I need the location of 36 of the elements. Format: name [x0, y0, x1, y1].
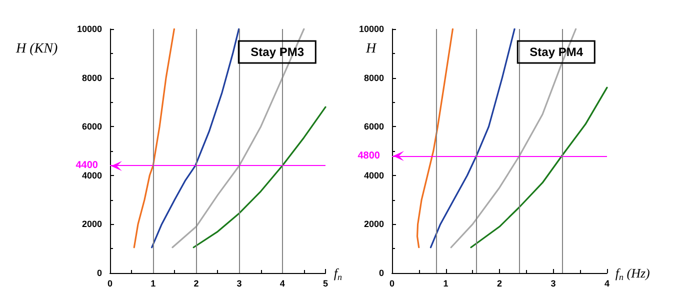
x-tick-label: 2 [496, 278, 502, 288]
y-tick-label: 2000 [82, 219, 102, 230]
x-tick-label: 1 [443, 278, 448, 288]
y-axis-title: H (KN) [15, 42, 58, 56]
line-series [430, 28, 516, 248]
y-tick-label: 10000 [358, 24, 384, 34]
x-tick-label: 0 [389, 278, 395, 288]
y-tick-label: 4000 [364, 170, 384, 180]
x-tick-label: 3 [550, 278, 556, 288]
text: Stay PM4 [530, 45, 584, 59]
x-tick-label: 5 [322, 278, 328, 288]
line-series [133, 28, 176, 248]
y-tick-label: 2000 [364, 219, 384, 230]
x-tick-label: 1 [150, 278, 156, 288]
x-tick-label: 4 [604, 278, 610, 288]
ref-line-label: 4400 [76, 160, 98, 172]
line-series [172, 28, 305, 248]
y-tick-label: 0 [96, 268, 102, 278]
x-tick-label: 0 [107, 278, 113, 288]
y-axis-title: H [365, 42, 377, 56]
y-tick-label: 8000 [82, 72, 102, 83]
y-tick-label: 6000 [364, 122, 384, 132]
y-tick-label: 4000 [82, 170, 102, 180]
x-tick-label: 3 [236, 278, 242, 288]
x-tick-label: 4 [280, 278, 285, 288]
ref-line-label: 4800 [358, 150, 380, 162]
y-tick-label: 0 [378, 268, 384, 278]
y-tick-label: 8000 [364, 72, 384, 83]
line-series [151, 28, 240, 248]
y-tick-label: 6000 [82, 122, 102, 132]
line-series [192, 106, 326, 248]
y-tick-label: 10000 [76, 24, 102, 34]
text: Stay PM3 [250, 45, 304, 59]
line-series [416, 28, 454, 248]
x-tick-label: 2 [194, 278, 199, 288]
line-series [470, 86, 608, 248]
